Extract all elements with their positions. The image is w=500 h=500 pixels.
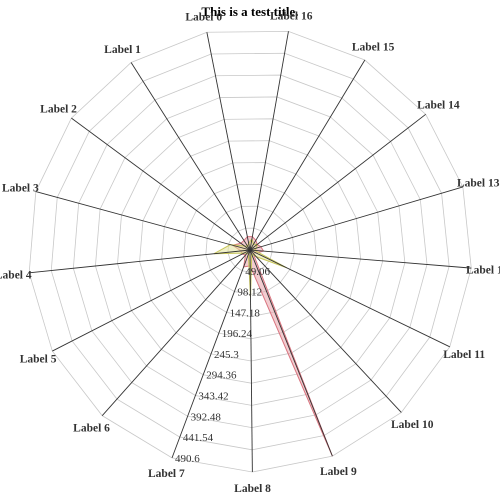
- category-label: Label 7: [148, 468, 185, 480]
- axis-spoke: [249, 249, 333, 457]
- tick-label: 49.06: [245, 266, 270, 278]
- axis-spoke: [52, 249, 251, 352]
- category-label: Label 5: [20, 353, 57, 365]
- axis-spoke: [29, 249, 251, 274]
- category-label: Label 1: [104, 44, 141, 56]
- grid-ring: [117, 118, 384, 384]
- tick-label: 441.54: [183, 432, 214, 444]
- grid-ring: [95, 96, 406, 406]
- tick-label: 343.42: [198, 390, 228, 402]
- axis-spoke: [101, 249, 251, 416]
- grid-ring: [139, 140, 362, 362]
- category-label: Label 6: [73, 423, 110, 435]
- tick-label: 245.3: [214, 349, 239, 361]
- axis-spoke: [171, 249, 251, 459]
- tick-label: 294.36: [206, 370, 237, 382]
- axis-spoke: [249, 249, 472, 269]
- grid-ring: [28, 30, 472, 473]
- grid-ring: [72, 74, 428, 428]
- axis-spoke: [249, 249, 450, 348]
- axis-spoke: [249, 249, 402, 413]
- axis-spoke: [71, 117, 251, 251]
- tick-label: 98.12: [237, 287, 262, 299]
- tick-label: 392.48: [191, 411, 222, 423]
- category-label: Label 11: [443, 349, 485, 361]
- category-label: Label 10: [391, 419, 434, 431]
- category-label: Label 2: [40, 104, 77, 116]
- axis-spoke: [249, 186, 463, 251]
- axis-spoke: [206, 32, 251, 251]
- category-label: Label 12: [466, 264, 500, 276]
- axis-spoke: [249, 31, 289, 251]
- grid-ring: [50, 52, 450, 451]
- category-label: Label 4: [0, 269, 32, 281]
- category-label: Label 16: [270, 11, 313, 23]
- category-label: Label 8: [234, 483, 271, 495]
- category-label: Label 9: [320, 466, 357, 478]
- axis-spoke: [249, 59, 366, 251]
- category-label: Label 15: [352, 41, 395, 53]
- category-label: Label 0: [185, 12, 222, 24]
- axis-spoke: [249, 113, 426, 251]
- tick-label: 147.18: [230, 307, 261, 319]
- grid-ring: [183, 184, 317, 318]
- axis-spoke: [35, 191, 251, 251]
- chart-title: This is a test title.: [201, 4, 299, 19]
- category-label: Label 13: [457, 177, 500, 189]
- grid-ring: [161, 162, 339, 340]
- axis-spoke: [249, 249, 253, 472]
- grid-ring: [205, 205, 295, 295]
- category-label: Label 14: [417, 100, 460, 112]
- tick-label: 490.6: [175, 453, 200, 465]
- axis-spoke: [130, 62, 251, 251]
- category-label: Label 3: [2, 182, 39, 194]
- tick-label: 196.24: [222, 328, 253, 340]
